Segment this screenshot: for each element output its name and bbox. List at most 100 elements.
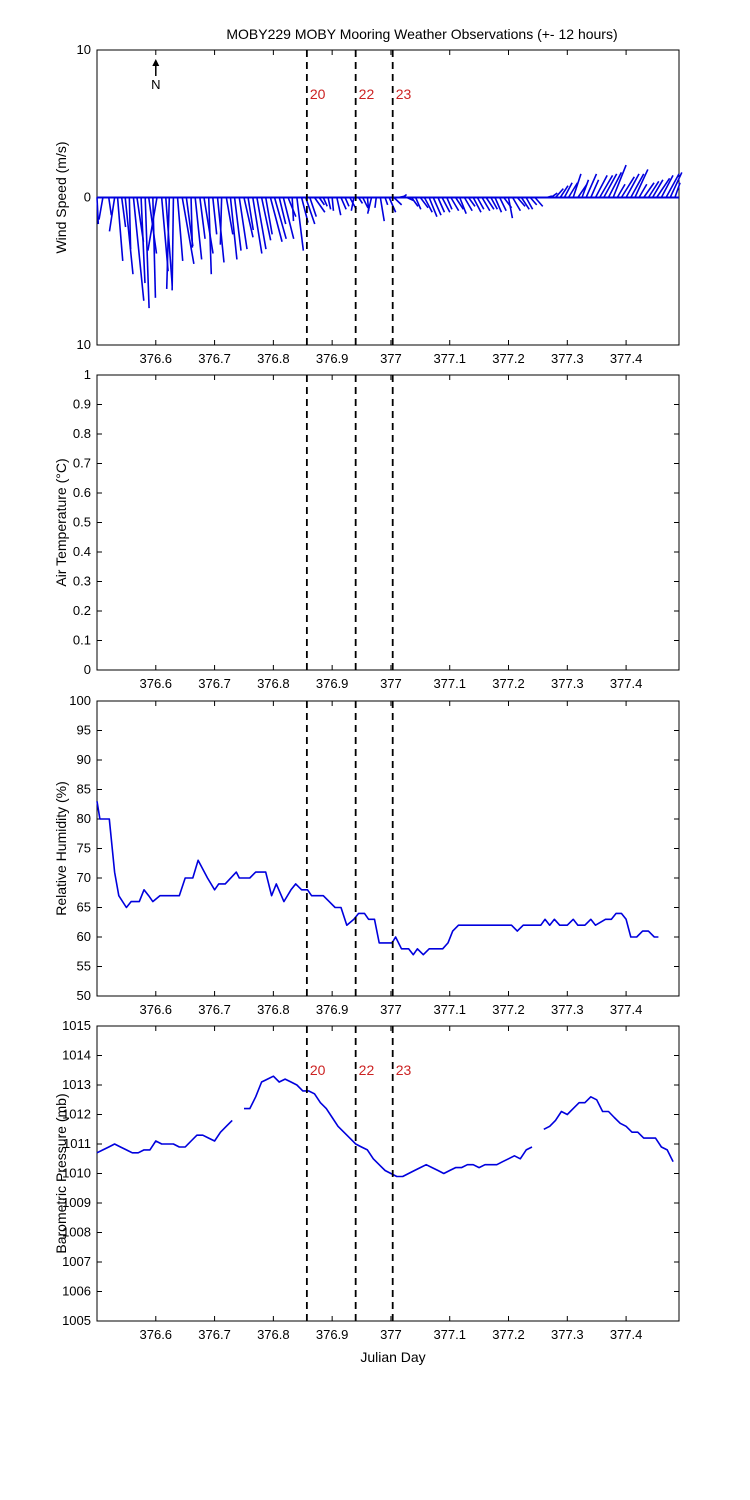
wind-stick [419, 197, 429, 209]
wind-stick [441, 197, 451, 213]
x-tick-label: 377.2 [492, 1327, 525, 1342]
wind-stick [291, 197, 295, 222]
x-tick-label: 377.3 [551, 1002, 584, 1017]
chart-panels: 376.6 376.7 376.8 376.9 377 377.1 377.2 377.3 37… [53, 42, 683, 1342]
north-label: N [151, 77, 160, 92]
wind-stick [572, 173, 582, 198]
wind-stick [414, 197, 422, 210]
wind-stick [546, 195, 553, 199]
wind-stick [327, 197, 332, 210]
chart-panel-1: 376.6 376.7 376.8 376.9 377 377.1 377.2 377.3 37… [53, 42, 683, 366]
wind-stick [344, 197, 350, 207]
wind-stick [454, 197, 465, 210]
wind-stick [181, 197, 195, 265]
y-tick-label: 0 [84, 190, 91, 205]
x-tick-label: 376.7 [198, 351, 231, 366]
x-tick-label: 377.2 [492, 1002, 525, 1017]
x-tick-label: 377.1 [433, 1002, 466, 1017]
y-tick-label: 1007 [62, 1254, 91, 1269]
y-tick-label: 0.1 [73, 633, 91, 648]
wind-stick [207, 197, 213, 275]
wind-stick [402, 193, 408, 199]
x-tick-label: 376.8 [257, 676, 290, 691]
wind-stick [260, 197, 272, 241]
y-tick-label: 0.9 [73, 397, 91, 412]
wind-stick [98, 197, 104, 220]
wind-stick [194, 197, 203, 260]
wind-stick [144, 197, 150, 309]
wind-stick [534, 196, 544, 207]
wind-stick [563, 182, 573, 198]
y-tick-label: 50 [77, 988, 91, 1003]
wind-stick [322, 197, 328, 207]
wind-stick [318, 197, 326, 206]
y-tick-label: 0.3 [73, 574, 91, 589]
wind-stick [472, 197, 482, 213]
wind-stick [296, 197, 305, 251]
wind-stick [238, 197, 248, 250]
wind-stick [607, 172, 623, 198]
y-tick-label: 1008 [62, 1225, 91, 1240]
series-line [543, 1096, 674, 1163]
wind-stick [669, 172, 683, 198]
wind-stick [388, 197, 397, 213]
wind-stick [476, 197, 485, 210]
x-tick-label: 377.4 [610, 676, 643, 691]
wind-stick [674, 182, 681, 198]
event-marker-label: 20 [310, 1062, 326, 1078]
wind-stick [362, 197, 369, 209]
wind-stick [264, 197, 273, 235]
event-marker-label: 22 [359, 86, 375, 102]
x-tick-label: 376.6 [140, 1002, 173, 1017]
wind-stick [498, 197, 507, 212]
x-tick-label: 376.8 [257, 1002, 290, 1017]
x-tick-label: 377.4 [610, 351, 643, 366]
wind-stick [304, 197, 316, 225]
x-tick-label: 377.1 [433, 351, 466, 366]
wind-stick [251, 197, 263, 254]
wind-stick [96, 197, 100, 225]
y-tick-label: 70 [77, 870, 91, 885]
y-tick-label: 1009 [62, 1195, 91, 1210]
y-tick-label: 1013 [62, 1077, 91, 1092]
wind-stick [278, 197, 287, 225]
y-axis-label: Air Temperature (°C) [53, 458, 69, 586]
y-tick-label: 10 [77, 42, 91, 57]
chart-panel-4: 376.6 376.7 376.8 376.9 377 377.1 377.2 377.3 37… [53, 1018, 680, 1342]
wind-stick [128, 197, 132, 250]
wind-stick [625, 173, 640, 198]
wind-stick [481, 197, 491, 212]
wind-stick [423, 197, 433, 213]
event-marker-label: 22 [359, 1062, 375, 1078]
wind-stick [350, 197, 355, 211]
wind-stick [581, 179, 590, 198]
wind-stick [124, 197, 134, 275]
wind-stick [450, 197, 460, 212]
wind-stick [384, 197, 389, 206]
event-marker-label: 23 [396, 86, 412, 102]
wind-stick [494, 197, 503, 213]
y-tick-label: 10 [77, 337, 91, 352]
axes-box [96, 700, 680, 997]
x-tick-label: 377.3 [551, 351, 584, 366]
x-tick-label: 376.9 [316, 1002, 349, 1017]
wind-stick [256, 197, 267, 250]
y-tick-label: 80 [77, 811, 91, 826]
wind-stick [243, 197, 254, 238]
wind-stick [490, 197, 499, 210]
wind-stick [233, 197, 242, 251]
wind-stick [273, 197, 287, 240]
wind-stick [665, 173, 680, 198]
wind-stick [559, 185, 569, 198]
x-tick-label: 377.1 [433, 1327, 466, 1342]
wind-stick [467, 197, 476, 207]
x-tick-label: 376.7 [198, 676, 231, 691]
series-line [96, 1119, 233, 1154]
y-tick-label: 1005 [62, 1313, 91, 1328]
wind-stick [516, 196, 526, 207]
wind-stick [520, 197, 530, 210]
wind-stick [269, 197, 283, 242]
wind-stick [212, 197, 218, 235]
wind-stick [331, 197, 335, 211]
